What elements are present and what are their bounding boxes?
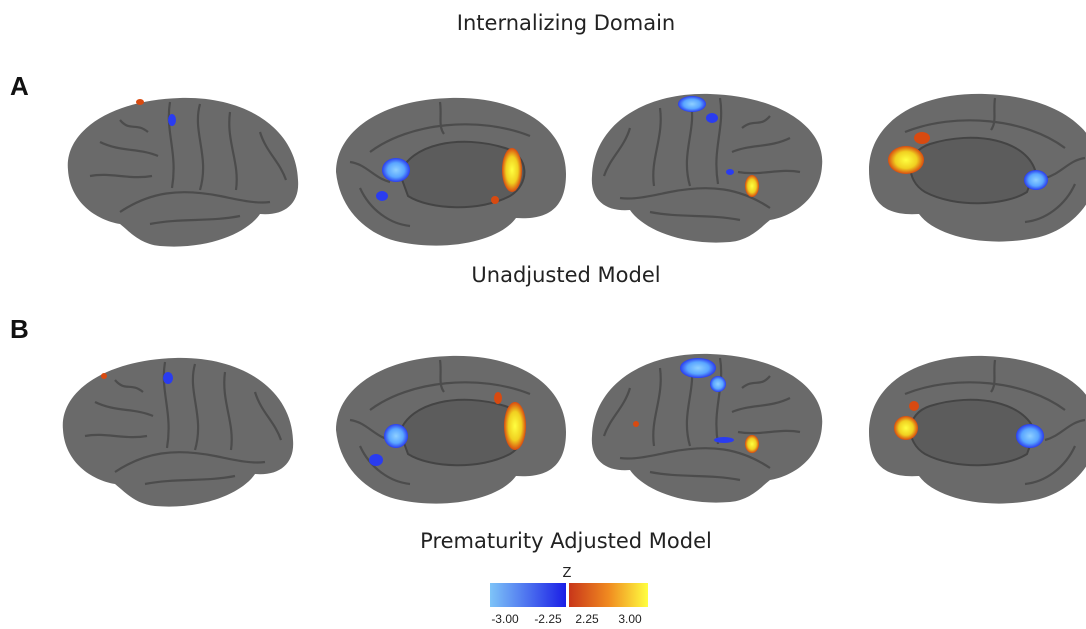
figure: Internalizing Domain A Unadjusted Model … [0, 0, 1086, 629]
colorbar-tick-label: 2.25 [575, 612, 599, 626]
colorbar-hot [569, 583, 648, 607]
brain-lateral [68, 98, 298, 247]
brain-lateral [63, 358, 293, 507]
colorbar-tick-label: 3.00 [618, 612, 642, 626]
colorbar-cool [490, 583, 566, 607]
figure-title: Internalizing Domain [457, 11, 675, 35]
panel-caption: Prematurity Adjusted Model [420, 529, 712, 553]
panel-caption: Unadjusted Model [471, 263, 660, 287]
colorbar-tick-label: -3.00 [491, 612, 519, 626]
brain-medial [336, 98, 566, 246]
brain-medial [336, 356, 566, 504]
panel-label: A [10, 71, 29, 101]
colorbar-tick-label: -2.25 [534, 612, 562, 626]
panel-label: B [10, 314, 29, 344]
colorbar-label: Z [563, 566, 572, 581]
